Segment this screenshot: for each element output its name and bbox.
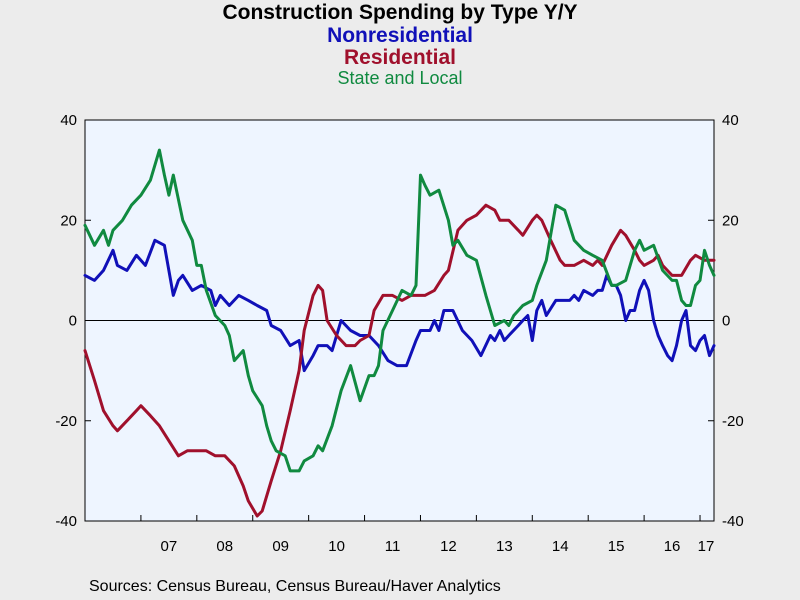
x-tick-label: 08 <box>216 538 233 555</box>
y-tick-label-right: 20 <box>722 212 739 229</box>
x-tick-label: 12 <box>440 538 457 555</box>
chart-titles: Construction Spending by Type Y/Y Nonres… <box>0 0 800 88</box>
x-tick-label: 15 <box>608 538 625 555</box>
y-tick-label-right: 0 <box>722 313 730 330</box>
legend-nonresidential: Nonresidential <box>327 24 473 47</box>
series-line-state-and-local <box>83 148 716 473</box>
x-tick-label: 10 <box>328 538 345 555</box>
x-tick-label: 13 <box>496 538 513 555</box>
y-tick-label-left: 0 <box>69 313 77 330</box>
y-tick-label-left: 20 <box>60 212 77 229</box>
x-tick-label: 07 <box>161 538 178 555</box>
series-line-nonresidential <box>83 238 716 373</box>
x-tick-label: 14 <box>552 538 569 555</box>
y-tick-label-left: -20 <box>55 413 77 430</box>
series-line-residential <box>83 203 716 518</box>
y-tick-label-left: 40 <box>60 112 77 129</box>
x-tick-label: 09 <box>272 538 289 555</box>
chart-title: Construction Spending by Type Y/Y <box>222 1 578 24</box>
series-lines <box>83 148 716 518</box>
source-note: Sources: Census Bureau, Census Bureau/Ha… <box>89 578 501 595</box>
legend-residential: Residential <box>343 46 457 69</box>
x-tick-label: 11 <box>385 538 401 555</box>
y-tick-label-right: 40 <box>722 112 739 129</box>
axes: -40 -40 -20 -20 0 0 20 20 40 40 07 08 09 10 11 12 13 14 15… <box>55 112 743 555</box>
x-tick-label: 16 <box>664 538 681 555</box>
legend-state-and-local: State and Local <box>337 68 463 88</box>
y-tick-label-right: -40 <box>722 513 744 530</box>
y-tick-label-left: -40 <box>55 513 77 530</box>
y-tick-label-right: -20 <box>722 413 744 430</box>
x-tick-label: 17 <box>698 538 715 555</box>
